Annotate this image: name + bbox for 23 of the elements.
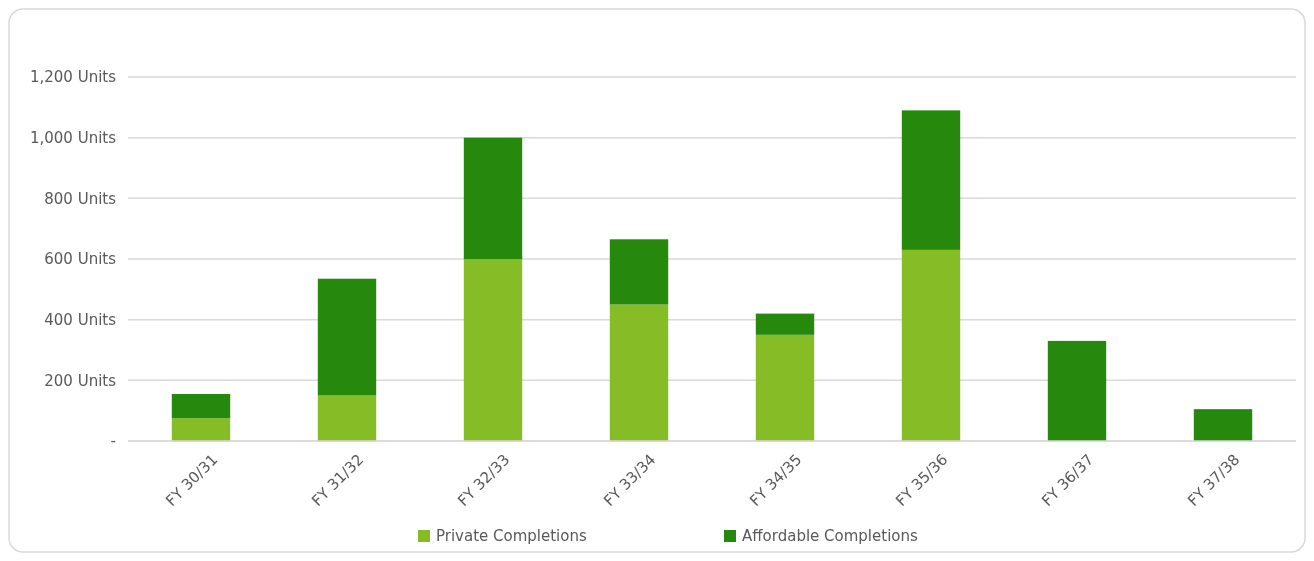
- y-tick-label: 400 Units: [44, 310, 117, 329]
- bar: [755, 334, 815, 441]
- bar: [171, 393, 231, 419]
- bar: [901, 249, 961, 441]
- bar: [171, 418, 231, 441]
- bar: [317, 395, 377, 441]
- bar: [1193, 409, 1253, 441]
- bar: [463, 259, 523, 441]
- bar: [317, 278, 377, 396]
- legend-label: Private Completions: [436, 527, 587, 545]
- bar: [609, 239, 669, 305]
- bar: [609, 304, 669, 441]
- bar: [1047, 340, 1107, 441]
- legend-label: Affordable Completions: [742, 527, 918, 545]
- y-tick-label: 1,000 Units: [29, 128, 117, 147]
- bar: [463, 137, 523, 259]
- y-tick-label: -: [110, 432, 116, 451]
- bar: [755, 313, 815, 335]
- y-tick-label: 600 Units: [44, 250, 117, 269]
- y-tick-label: 200 Units: [44, 371, 117, 390]
- bar: [901, 110, 961, 250]
- y-tick-label: 800 Units: [44, 189, 117, 208]
- y-tick-label: 1,200 Units: [29, 68, 117, 87]
